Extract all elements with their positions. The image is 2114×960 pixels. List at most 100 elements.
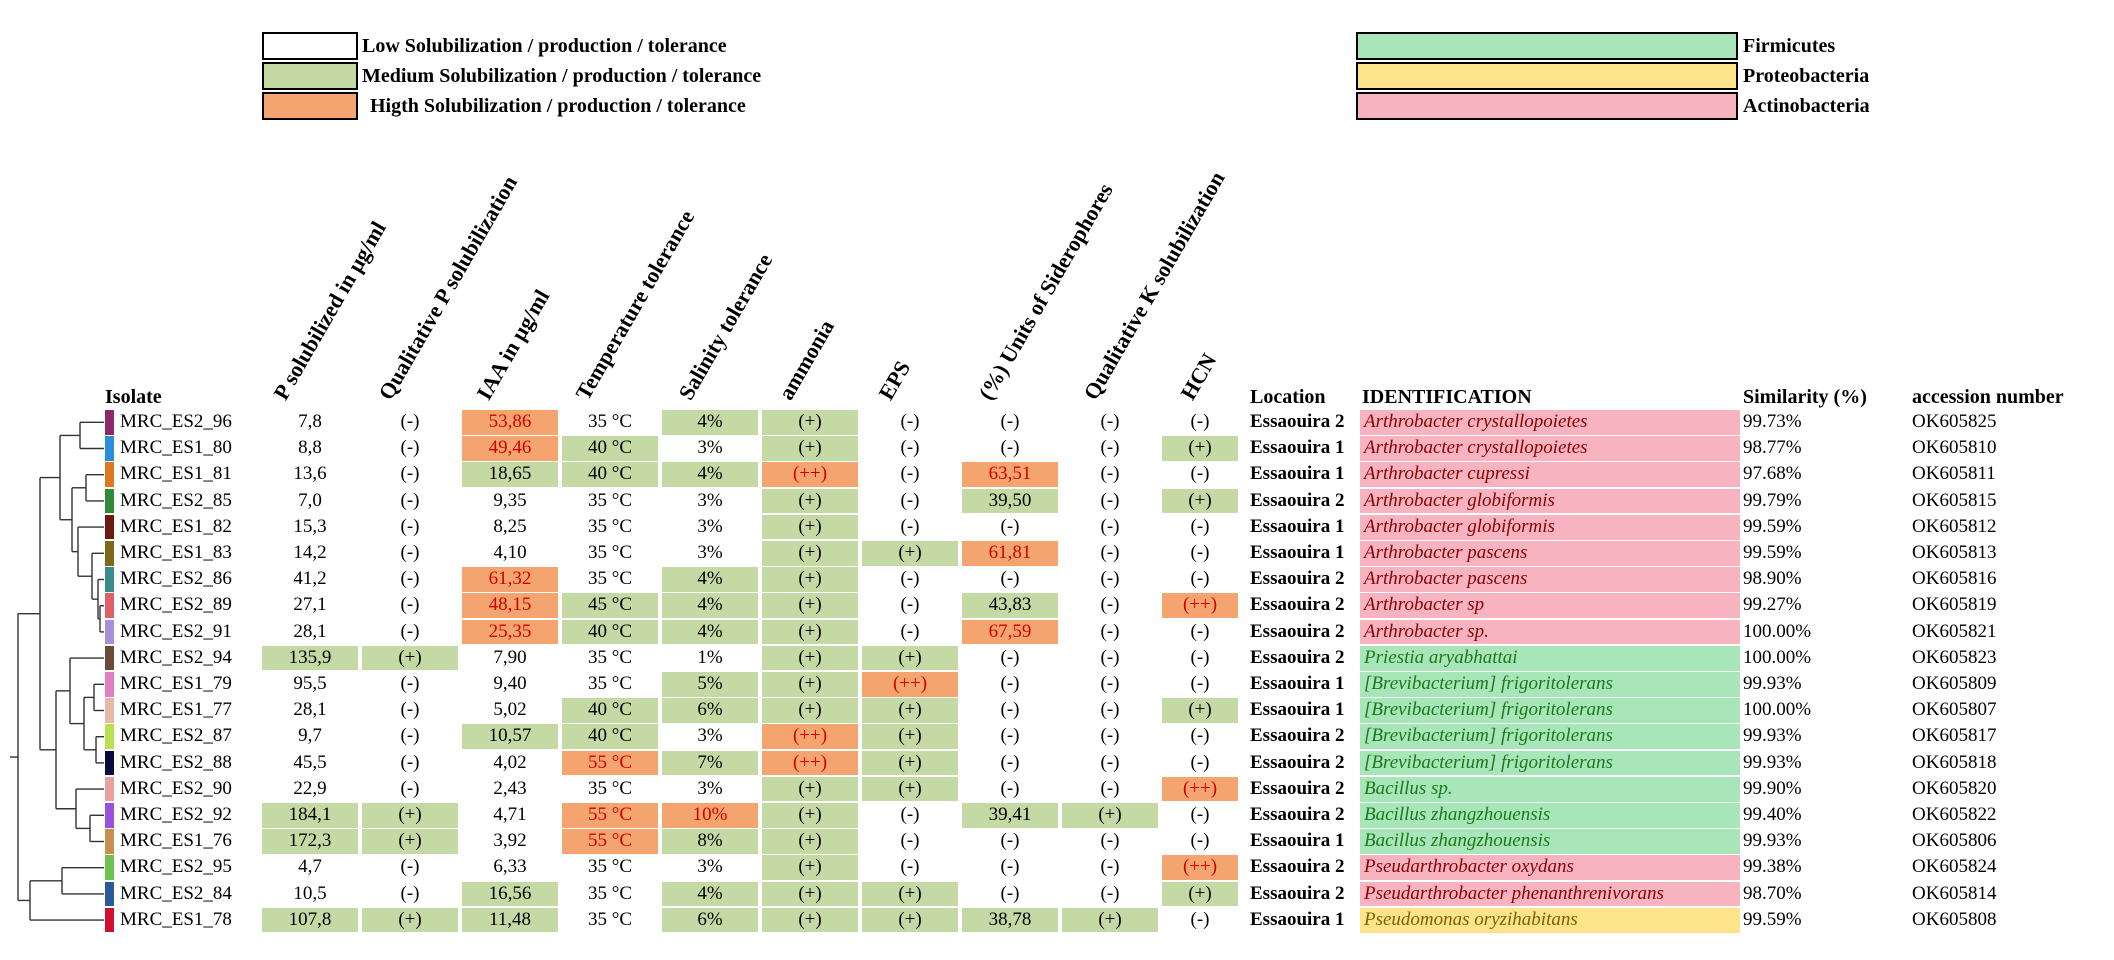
location-cell: Essaouira 1 [1250,463,1345,485]
cell-eps: (-) [862,514,958,540]
accession-cell: OK605808 [1912,908,1997,930]
cell-hcn: (-) [1162,829,1238,854]
similarity-cell: 99.93% [1743,725,1802,747]
similarity-cell: 99.59% [1743,908,1802,930]
isolate-name: MRC_ES1_81 [120,463,232,485]
cell-hcn: (-) [1162,410,1238,435]
cell-qk: (-) [1062,750,1158,776]
accession-cell: OK605816 [1912,568,1997,590]
cell-sid: (-) [962,776,1058,802]
location-cell: Essaouira 1 [1250,830,1345,852]
legend-label-medium: Medium Solubilization / production / tol… [362,65,762,87]
cell-p: 107,8 [262,907,358,933]
cell-p: 9,7 [262,724,358,750]
isolate-color-swatch [105,750,114,776]
identification-cell: Bacillus zhangzhouensis [1360,803,1740,828]
cell-hcn: (-) [1162,567,1238,592]
cell-sid: 43,83 [962,593,1058,619]
identification-cell: Arthrobacter cupressi [1360,462,1740,488]
cell-eps: (-) [862,410,958,435]
isolate-name: MRC_ES2_90 [120,777,232,799]
legend-swatch-actinobacteria [1356,92,1738,120]
isolate-name: MRC_ES1_82 [120,515,232,537]
location-cell: Essaouira 2 [1250,489,1345,511]
cell-eps: (-) [862,436,958,461]
similarity-cell: 99.40% [1743,804,1802,825]
cell-hcn: (-) [1162,724,1238,750]
cell-qk: (-) [1062,410,1158,435]
isolate-color-swatch [105,776,114,802]
cell-amm: (+) [762,593,858,619]
accession-cell: OK605822 [1912,804,1997,825]
cell-temp: 40 °C [562,462,658,488]
cell-temp: 40 °C [562,619,658,645]
cell-p: 28,1 [262,619,358,645]
cell-p: 14,2 [262,541,358,566]
cell-amm: (+) [762,488,858,514]
cell-eps: (++) [862,672,958,697]
isolate-color-swatch [105,593,114,619]
cell-amm: (+) [762,907,858,933]
cell-amm: (++) [762,750,858,776]
cell-iaa: 9,40 [462,672,558,697]
cell-qp: (+) [362,907,458,933]
isolate-color-swatch [105,803,114,828]
location-cell: Essaouira 1 [1250,542,1345,563]
cell-sid: (-) [962,750,1058,776]
cell-hcn: (-) [1162,541,1238,566]
isolate-name: MRC_ES2_87 [120,725,232,747]
cell-iaa: 8,25 [462,514,558,540]
isolate-color-swatch [105,488,114,514]
similarity-cell: 99.93% [1743,830,1802,852]
cell-temp: 35 °C [562,855,658,881]
location-cell: Essaouira 2 [1250,751,1345,773]
isolate-name: MRC_ES2_84 [120,882,232,904]
cell-sal: 4% [662,567,758,592]
cell-hcn: (+) [1162,488,1238,514]
cell-sid: (-) [962,698,1058,723]
cell-sal: 10% [662,803,758,828]
cell-temp: 35 °C [562,541,658,566]
isolate-name: MRC_ES1_78 [120,908,232,930]
location-cell: Essaouira 1 [1250,673,1345,694]
isolate-name: MRC_ES2_95 [120,856,232,878]
isolate-name: MRC_ES1_77 [120,699,232,721]
cell-sid: (-) [962,855,1058,881]
isolate-name: MRC_ES2_85 [120,489,232,511]
cell-p: 7,0 [262,488,358,514]
cell-qp: (-) [362,619,458,645]
cell-sid: 39,41 [962,803,1058,828]
cell-amm: (+) [762,881,858,907]
cell-iaa: 6,33 [462,855,558,881]
accession-cell: OK605821 [1912,620,1997,642]
accession-cell: OK605823 [1912,646,1997,668]
identification-cell: [Brevibacterium] frigoritolerans [1360,698,1740,723]
similarity-cell: 99.79% [1743,489,1802,511]
cell-amm: (+) [762,541,858,566]
isolate-color-swatch [105,436,114,461]
cell-temp: 55 °C [562,803,658,828]
isolate-color-swatch [105,829,114,854]
cell-qk: (-) [1062,541,1158,566]
cell-amm: (++) [762,724,858,750]
cell-sid: (-) [962,724,1058,750]
isolate-color-swatch [105,672,114,697]
accession-cell: OK605813 [1912,542,1997,563]
header-location: Location [1250,386,1326,408]
cell-qk: (+) [1062,803,1158,828]
cell-qp: (-) [362,881,458,907]
accession-cell: OK605810 [1912,437,1997,459]
identification-cell: Arthrobacter sp. [1360,619,1740,645]
phylogenetic-tree [10,421,104,921]
cell-sid: (-) [962,881,1058,907]
cell-p: 22,9 [262,776,358,802]
isolate-color-swatch [105,881,114,907]
cell-iaa: 18,65 [462,462,558,488]
isolate-color-swatch [105,698,114,723]
cell-temp: 40 °C [562,436,658,461]
cell-eps: (-) [862,619,958,645]
cell-sid: (-) [962,829,1058,854]
cell-sal: 3% [662,724,758,750]
cell-sal: 6% [662,907,758,933]
cell-qp: (-) [362,436,458,461]
